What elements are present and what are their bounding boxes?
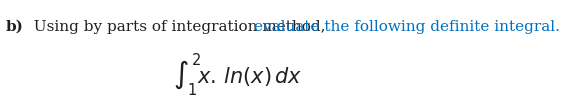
Text: evaluate the following definite integral.: evaluate the following definite integral…	[254, 20, 560, 34]
Text: b): b)	[6, 20, 24, 34]
Text: $\int_{1}^{2}\! x.\,\mathit{ln}(x)\,dx$: $\int_{1}^{2}\! x.\,\mathit{ln}(x)\,dx$	[173, 51, 302, 98]
Text: Using by parts of integration method,: Using by parts of integration method,	[24, 20, 331, 34]
